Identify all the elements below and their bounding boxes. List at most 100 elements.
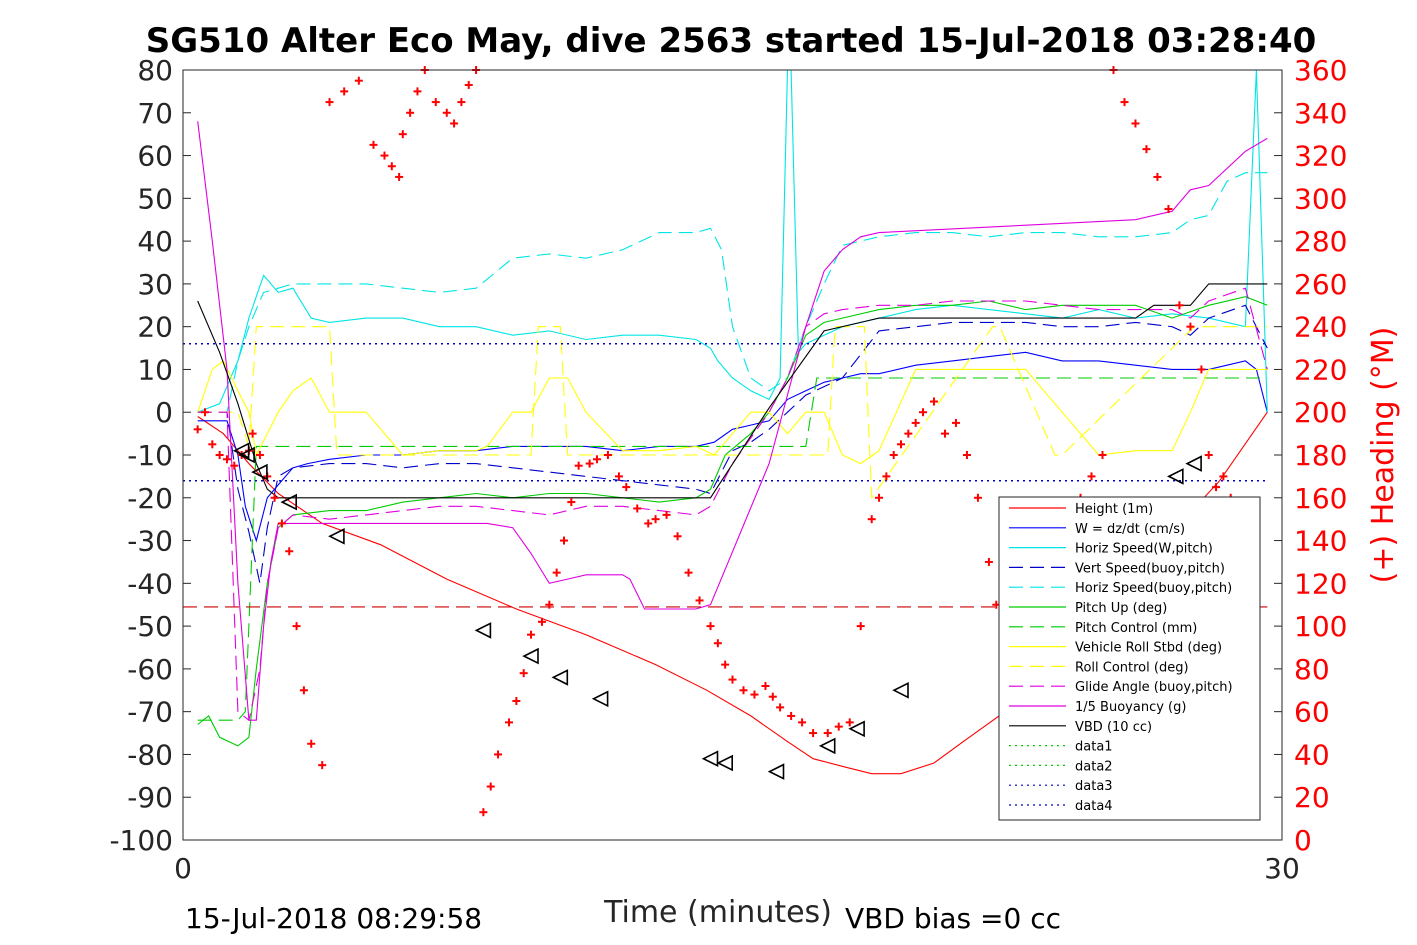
heading-point bbox=[505, 718, 514, 727]
y2-axis-label: (+) Heading (°M) bbox=[1366, 327, 1401, 584]
chart-title: SG510 Alter Eco May, dive 2563 started 1… bbox=[146, 21, 1317, 61]
x-axis: 0 30 bbox=[174, 832, 1300, 885]
triangle-marker bbox=[701, 750, 719, 767]
heading-point bbox=[1175, 301, 1184, 310]
heading-point bbox=[897, 440, 906, 449]
series-line-1 bbox=[197, 351, 1268, 543]
heading-point bbox=[929, 397, 938, 406]
y-tick-label: 40 bbox=[137, 225, 173, 258]
heading-point bbox=[457, 98, 466, 107]
heading-point bbox=[867, 515, 876, 524]
legend-entry: data3 bbox=[1009, 779, 1113, 794]
series-line-2 bbox=[197, 69, 1268, 413]
series-line-7 bbox=[197, 360, 1268, 465]
heading-point bbox=[962, 451, 971, 459]
heading-point bbox=[633, 504, 642, 513]
triangle-marker bbox=[1185, 455, 1202, 472]
y-tick-label: 30 bbox=[137, 268, 173, 301]
heading-point bbox=[248, 429, 257, 438]
heading-point bbox=[552, 568, 561, 577]
series-line-4 bbox=[197, 172, 1268, 413]
y-axis-left: 80 70 60 50 40 30 20 10 0 -10 -20 -30 -40 -50 -60 -70 -8… bbox=[109, 54, 191, 857]
y2-tick-label: 240 bbox=[1294, 311, 1347, 344]
heading-point bbox=[494, 750, 503, 759]
legend-label: data1 bbox=[1075, 740, 1113, 755]
heading-point bbox=[277, 519, 286, 528]
heading-point bbox=[644, 519, 653, 528]
heading-point bbox=[1142, 145, 1151, 154]
heading-point bbox=[354, 76, 363, 85]
x-axis-label: Time (minutes) bbox=[603, 895, 832, 930]
heading-point bbox=[706, 622, 715, 631]
triangle-marker bbox=[280, 493, 298, 511]
triangle-marker bbox=[551, 669, 569, 686]
legend-label: Horiz Speed(buoy,pitch) bbox=[1075, 581, 1232, 596]
triangle-marker bbox=[848, 720, 865, 738]
triangle-marker bbox=[767, 763, 785, 780]
heading-point bbox=[450, 119, 459, 128]
heading-point bbox=[673, 532, 682, 541]
heading-point bbox=[270, 493, 279, 502]
heading-point bbox=[614, 472, 623, 481]
heading-point bbox=[834, 722, 843, 731]
heading-point bbox=[823, 729, 832, 738]
heading-point bbox=[479, 808, 488, 817]
legend-entry: data2 bbox=[1009, 759, 1113, 774]
y-tick-label: -90 bbox=[127, 781, 173, 814]
heading-point bbox=[1098, 451, 1107, 459]
y2-tick-label: 220 bbox=[1294, 353, 1347, 386]
y-tick-label: 50 bbox=[137, 182, 173, 215]
heading-point bbox=[739, 686, 748, 695]
y-tick-label: 60 bbox=[137, 140, 173, 173]
heading-point bbox=[340, 87, 349, 96]
heading-point bbox=[809, 729, 818, 738]
heading-point bbox=[519, 669, 528, 678]
legend-entry: Roll Control (deg) bbox=[1009, 660, 1189, 675]
heading-point bbox=[592, 455, 601, 464]
triangle-marker bbox=[591, 690, 609, 708]
heading-point bbox=[984, 557, 993, 566]
legend-label: data4 bbox=[1075, 799, 1113, 814]
heading-point bbox=[787, 711, 796, 720]
heading-point bbox=[1164, 205, 1173, 214]
triangle-marker bbox=[522, 647, 539, 665]
triangle-marker bbox=[716, 754, 734, 772]
series-layer bbox=[183, 69, 1268, 775]
heading-point bbox=[1120, 98, 1129, 107]
series-line-11 bbox=[197, 283, 1268, 499]
y2-tick-label: 0 bbox=[1294, 824, 1312, 857]
y-tick-label: 10 bbox=[137, 353, 173, 386]
heading-point bbox=[464, 80, 473, 89]
y2-tick-label: 140 bbox=[1294, 525, 1347, 558]
y-tick-label: 0 bbox=[155, 396, 173, 429]
heading-point bbox=[545, 600, 554, 609]
y2-tick-label: 320 bbox=[1294, 140, 1347, 173]
heading-point bbox=[200, 408, 209, 417]
legend-label: 1/5 Buoyancy (g) bbox=[1075, 700, 1186, 715]
y-tick-label: -100 bbox=[109, 824, 173, 857]
triangle-markers bbox=[232, 442, 1202, 780]
legend: Height (1m) W = dz/dt (cm/s) Horiz Speed(W… bbox=[998, 496, 1261, 821]
heading-point bbox=[398, 130, 407, 139]
heading-point bbox=[325, 98, 334, 107]
y2-tick-label: 300 bbox=[1294, 182, 1347, 215]
x-tick-label: 30 bbox=[1264, 852, 1300, 885]
heading-point bbox=[713, 639, 722, 648]
heading-point bbox=[622, 483, 631, 492]
heading-point bbox=[208, 440, 217, 449]
heading-point bbox=[567, 498, 576, 507]
heading-point bbox=[750, 690, 759, 699]
heading-point bbox=[395, 172, 404, 181]
y-tick-label: -10 bbox=[127, 439, 173, 472]
legend-entry: W = dz/dt (cm/s) bbox=[1009, 522, 1185, 537]
heading-point bbox=[1197, 365, 1206, 374]
heading-point bbox=[1087, 472, 1096, 481]
heading-point bbox=[603, 451, 612, 459]
y-tick-label: 20 bbox=[137, 311, 173, 344]
y-tick-label: -70 bbox=[127, 696, 173, 729]
heading-point bbox=[585, 459, 594, 468]
heading-point bbox=[1186, 322, 1195, 331]
legend-entry: data4 bbox=[1009, 799, 1113, 814]
y2-tick-label: 160 bbox=[1294, 482, 1347, 515]
y2-tick-label: 260 bbox=[1294, 268, 1347, 301]
